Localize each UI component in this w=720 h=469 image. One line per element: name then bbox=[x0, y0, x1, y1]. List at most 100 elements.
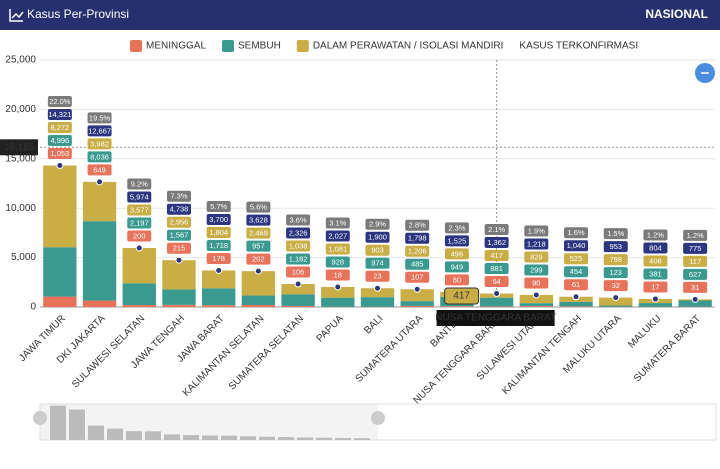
data-label: 4,738 bbox=[170, 205, 189, 214]
navigator-bar bbox=[221, 436, 237, 440]
data-label: 2,956 bbox=[170, 218, 189, 227]
data-label: 2,197 bbox=[130, 218, 149, 227]
bar-segment bbox=[83, 221, 116, 300]
total-dot bbox=[295, 281, 301, 287]
bar-segment bbox=[401, 301, 434, 306]
data-label: 1,206 bbox=[408, 247, 427, 256]
data-label: 2,326 bbox=[289, 229, 308, 238]
data-label: 1,718 bbox=[209, 241, 228, 250]
navigator-bar bbox=[316, 438, 332, 440]
total-dot bbox=[375, 285, 381, 291]
data-label: 2,469 bbox=[249, 229, 268, 238]
data-label: 1.2% bbox=[687, 231, 704, 240]
data-label: 881 bbox=[490, 264, 503, 273]
data-label: 2,027 bbox=[328, 231, 347, 240]
crosshair-label: 16,165 bbox=[4, 142, 35, 153]
data-label: 1,053 bbox=[50, 149, 69, 158]
bar-segment bbox=[480, 306, 513, 307]
data-label: 61 bbox=[572, 280, 580, 289]
bar-segment bbox=[401, 306, 434, 307]
data-label: 1.2% bbox=[647, 231, 664, 240]
data-label: 1,798 bbox=[408, 234, 427, 243]
legend-label: KASUS TERKONFIRMASI bbox=[519, 41, 638, 52]
data-label: 178 bbox=[212, 254, 225, 263]
data-label: 2.1% bbox=[488, 225, 505, 234]
data-label: 107 bbox=[411, 273, 424, 282]
data-label: 117 bbox=[689, 257, 701, 266]
data-label: 8,272 bbox=[50, 123, 69, 132]
bar-segment bbox=[599, 305, 632, 306]
data-label: 798 bbox=[609, 255, 622, 264]
bar-segment bbox=[559, 306, 592, 307]
y-tick-label: 5,000 bbox=[11, 252, 36, 263]
data-label: 496 bbox=[451, 249, 464, 258]
total-dot bbox=[494, 291, 500, 297]
total-dot bbox=[255, 268, 261, 274]
data-label: 485 bbox=[411, 260, 424, 269]
data-label: 1,182 bbox=[289, 255, 308, 264]
data-label: 2.3% bbox=[448, 223, 465, 232]
legend-label: DALAM PERAWATAN / ISOLASI MANDIRI bbox=[313, 41, 504, 52]
x-tick-label: SUMATERA SELATAN bbox=[227, 313, 306, 392]
navigator-bar bbox=[354, 438, 370, 440]
data-label: 525 bbox=[570, 254, 583, 263]
header-right: NASIONAL bbox=[645, 7, 708, 21]
data-label: 4,996 bbox=[50, 136, 69, 145]
bar-segment bbox=[162, 305, 195, 307]
data-label: 90 bbox=[532, 278, 540, 287]
total-dot bbox=[533, 292, 539, 298]
bar-segment bbox=[281, 306, 314, 307]
data-label: 627 bbox=[689, 270, 702, 279]
bar-segment bbox=[480, 298, 513, 307]
data-label: 3.1% bbox=[329, 218, 346, 227]
bar-segment bbox=[440, 306, 473, 307]
data-label: 31 bbox=[691, 283, 699, 292]
y-tick-label: 25,000 bbox=[5, 55, 36, 66]
bar-segment bbox=[123, 248, 156, 283]
data-label: 903 bbox=[371, 246, 384, 255]
data-label: 5.7% bbox=[210, 202, 227, 211]
navigator-handle[interactable] bbox=[371, 411, 385, 425]
data-label: 17 bbox=[651, 283, 659, 292]
data-label: 3,982 bbox=[90, 139, 109, 148]
navigator-bar bbox=[335, 438, 351, 440]
navigator-handle[interactable] bbox=[33, 411, 47, 425]
bar-segment bbox=[242, 305, 275, 307]
data-label: 2.8% bbox=[409, 221, 426, 230]
bar-segment bbox=[559, 302, 592, 306]
y-tick-label: 10,000 bbox=[5, 203, 36, 214]
data-label: 22.0% bbox=[49, 97, 71, 106]
navigator-bar bbox=[145, 431, 161, 440]
data-label: 3.6% bbox=[290, 216, 307, 225]
x-tick-label: SUMATERA UTARA bbox=[354, 313, 426, 385]
data-label: 1,040 bbox=[567, 241, 586, 250]
data-label: 3,628 bbox=[249, 216, 268, 225]
data-label: 829 bbox=[530, 252, 543, 261]
legend-label: SEMBUH bbox=[238, 41, 281, 52]
legend-swatch bbox=[130, 40, 142, 52]
data-label: 202 bbox=[252, 255, 265, 264]
bar-segment bbox=[123, 305, 156, 307]
bar-segment bbox=[281, 294, 314, 306]
navigator-bar bbox=[202, 435, 218, 440]
navigator-bar bbox=[69, 410, 85, 440]
x-tick-label: PAPUA bbox=[315, 313, 346, 344]
bar-segment bbox=[43, 166, 76, 248]
bar-segment bbox=[162, 260, 195, 289]
data-label: 1,900 bbox=[368, 233, 387, 242]
data-label: 649 bbox=[93, 165, 106, 174]
data-label: 974 bbox=[371, 259, 384, 268]
data-label: 1,218 bbox=[527, 239, 546, 248]
navigator-bar bbox=[88, 426, 104, 440]
navigator-bar bbox=[107, 429, 123, 440]
legend-label: MENINGGAL bbox=[146, 41, 206, 52]
bar-segment bbox=[202, 288, 235, 305]
tooltip-category: NUSA TENGGARA BARAT bbox=[435, 313, 556, 324]
data-label: 7.3% bbox=[170, 192, 187, 201]
bar-segment bbox=[520, 303, 553, 306]
bar-segment bbox=[321, 298, 354, 307]
navigator-bar bbox=[50, 406, 66, 440]
x-tick-label: MALUKU bbox=[626, 313, 663, 350]
total-dot bbox=[136, 245, 142, 251]
